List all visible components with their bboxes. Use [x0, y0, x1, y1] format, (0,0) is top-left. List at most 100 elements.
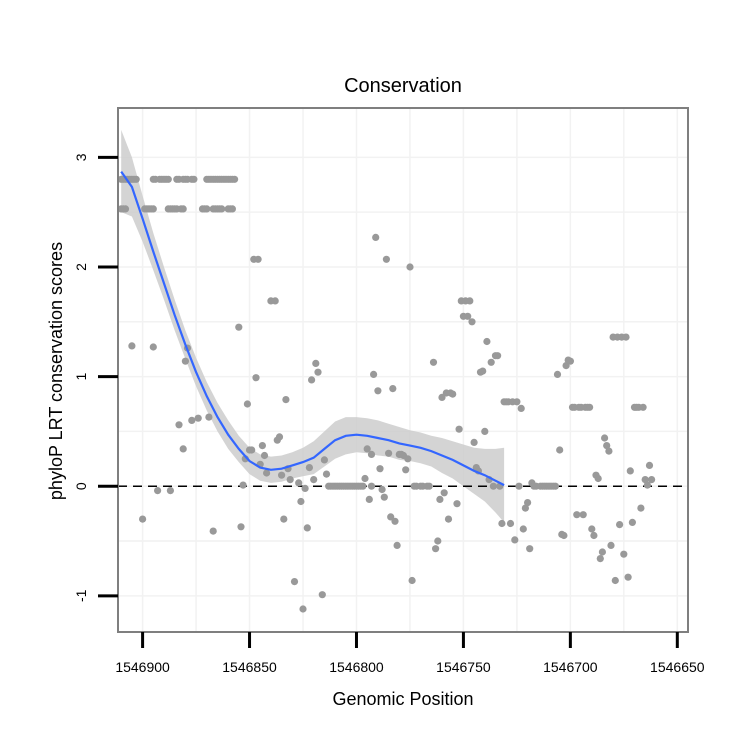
data-point: [243, 400, 251, 408]
data-point: [391, 517, 399, 525]
data-point: [639, 403, 647, 411]
data-point: [551, 482, 560, 490]
data-point: [378, 485, 386, 494]
data-point: [380, 493, 388, 501]
confidence-ribbon: [121, 129, 505, 523]
data-point: [372, 233, 380, 241]
data-point: [605, 447, 613, 455]
data-point: [607, 541, 615, 550]
data-point: [436, 495, 444, 503]
data-point: [603, 442, 611, 450]
confidence-ribbon-layer: [121, 129, 505, 523]
data-point: [620, 550, 628, 558]
data-point: [432, 545, 440, 553]
data-point: [228, 205, 236, 213]
data-point: [164, 175, 172, 183]
data-point: [252, 374, 260, 382]
data-point: [598, 548, 607, 556]
data-point: [489, 482, 497, 490]
data-point: [521, 504, 530, 512]
data-point: [483, 337, 491, 346]
data-point: [271, 297, 279, 305]
data-point: [128, 342, 136, 350]
data-point: [301, 484, 309, 492]
data-point: [515, 482, 523, 490]
data-point: [519, 525, 527, 533]
data-point: [263, 469, 271, 477]
data-point: [308, 376, 316, 384]
data-point: [278, 471, 286, 479]
x-tick-label: 1546700: [543, 659, 598, 675]
data-point: [524, 499, 532, 507]
y-axis-label: phyloP LRT conservation scores: [46, 242, 66, 500]
data-point: [121, 205, 130, 213]
data-point: [494, 352, 502, 360]
x-axis-label: Genomic Position: [332, 689, 473, 709]
data-point: [312, 359, 320, 367]
smooth-line: [120, 170, 505, 487]
data-point: [149, 205, 157, 213]
data-point: [320, 456, 328, 464]
data-point: [466, 297, 474, 305]
data-point: [231, 175, 239, 183]
data-point: [449, 390, 457, 398]
data-point: [648, 476, 656, 484]
x-tick-label: 1546750: [436, 659, 491, 675]
data-point: [188, 416, 196, 424]
data-point: [322, 470, 331, 478]
x-tick-label: 1546900: [115, 659, 170, 675]
data-point: [434, 537, 442, 545]
data-point: [481, 427, 489, 435]
data-point: [149, 343, 157, 351]
data-point: [286, 476, 294, 484]
data-point: [290, 578, 299, 586]
data-point: [560, 531, 568, 540]
data-point: [359, 482, 367, 490]
data-point: [596, 555, 604, 563]
x-tick-label: 1546800: [329, 659, 384, 675]
data-point: [361, 474, 369, 483]
data-point: [573, 511, 581, 519]
data-point: [305, 464, 313, 472]
data-point: [479, 367, 487, 375]
data-point: [374, 387, 382, 395]
data-point: [393, 541, 401, 550]
data-point: [181, 357, 189, 365]
data-point: [367, 482, 376, 490]
data-point: [622, 333, 630, 341]
data-point: [455, 425, 463, 433]
data-point: [425, 482, 433, 490]
y-tick-label: 3: [73, 153, 89, 161]
data-point: [517, 404, 525, 412]
data-point: [387, 513, 395, 521]
data-point: [235, 323, 243, 331]
data-point: [616, 521, 624, 529]
data-point: [166, 487, 174, 495]
data-point: [237, 523, 245, 531]
data-point: [643, 481, 652, 489]
data-point: [624, 573, 632, 581]
data-point: [310, 476, 318, 484]
data-point: [209, 527, 217, 535]
chart-title: Conservation: [344, 75, 462, 97]
data-point: [314, 368, 322, 376]
data-point: [389, 385, 397, 393]
data-point: [239, 481, 247, 489]
data-point: [254, 255, 262, 263]
data-point: [637, 504, 645, 512]
data-point: [297, 497, 305, 506]
data-point: [511, 536, 519, 544]
data-point: [464, 312, 472, 320]
y-tick-label: 0: [73, 482, 89, 490]
data-point: [179, 205, 187, 213]
data-point: [556, 446, 564, 454]
smooth-line-layer: [120, 170, 505, 487]
data-point: [645, 461, 654, 469]
data-point: [367, 450, 376, 458]
data-point: [139, 515, 147, 523]
data-point: [175, 421, 183, 429]
data-point: [258, 442, 266, 450]
y-tick-label: -1: [73, 589, 89, 602]
data-point: [303, 524, 311, 532]
